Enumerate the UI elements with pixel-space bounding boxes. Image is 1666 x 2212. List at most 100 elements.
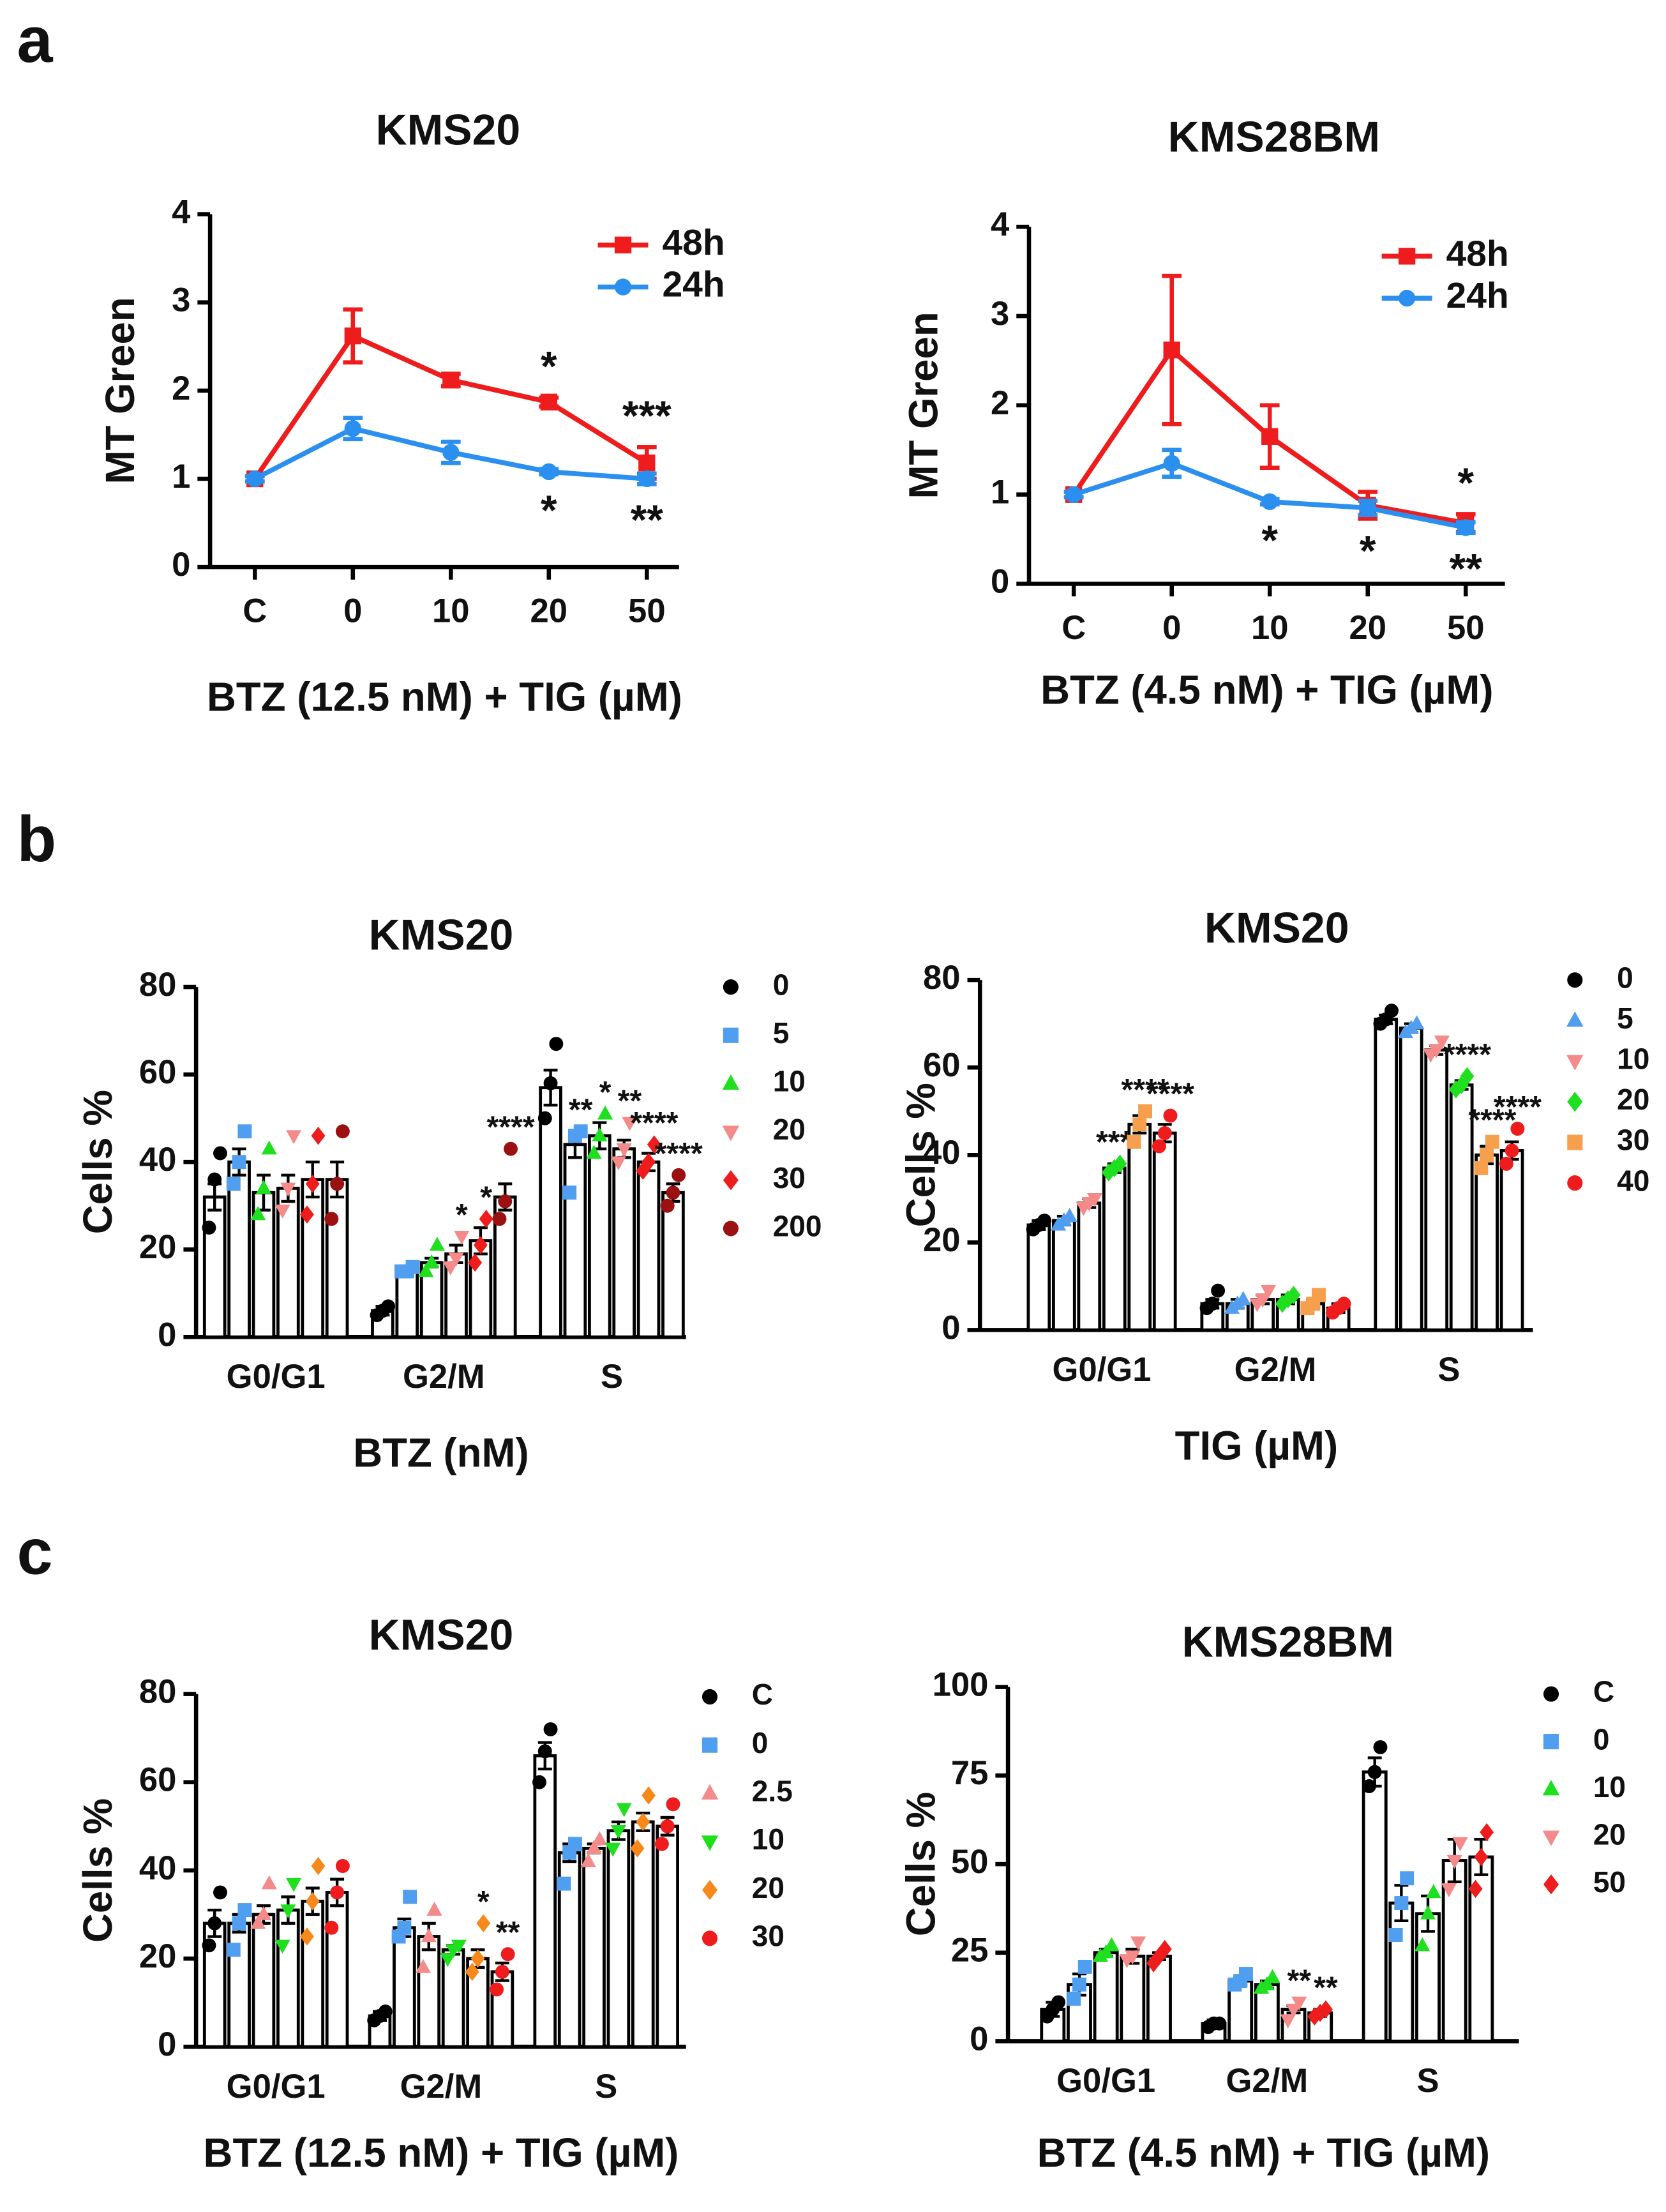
bar: [417, 1935, 441, 2049]
marker: [468, 1253, 483, 1272]
marker: [549, 1037, 564, 1051]
legend-label: 24h: [1446, 275, 1509, 316]
marker: [1457, 519, 1475, 536]
x-tick-label: 0: [343, 592, 362, 629]
x-tick-label: S: [601, 1358, 623, 1396]
significance-label: **: [631, 496, 664, 543]
legend-label: 0: [1617, 961, 1633, 994]
significance-label: *: [1261, 516, 1278, 564]
marker: [638, 454, 656, 472]
bar: [1374, 1018, 1399, 1332]
marker: [1280, 2014, 1296, 2029]
marker: [397, 1920, 412, 1935]
marker: [666, 1797, 680, 1812]
marker: [1291, 1996, 1307, 2011]
significance-label: ****: [655, 1136, 703, 1171]
significance-label: ****: [1494, 1090, 1542, 1124]
marker: [1400, 1871, 1415, 1886]
bar: [301, 1899, 325, 2049]
marker: [1312, 1288, 1326, 1302]
y-tick-label: 0: [991, 562, 1009, 600]
significance-label: *: [477, 1885, 490, 1919]
marker: [1446, 1855, 1462, 1869]
significance-label: ****: [1146, 1077, 1194, 1111]
marker: [344, 420, 361, 437]
marker: [1211, 1283, 1226, 1298]
bar: [325, 1891, 349, 2049]
y-tick-label: 4: [991, 206, 1009, 243]
marker: [1566, 1055, 1584, 1071]
marker: [1567, 1175, 1583, 1191]
marker: [723, 979, 739, 995]
marker: [232, 1916, 246, 1930]
x-tick-label: G0/G1: [227, 2068, 326, 2105]
bar: [612, 1147, 636, 1339]
marker: [702, 1689, 718, 1705]
marker: [702, 1737, 718, 1753]
marker: [274, 1204, 290, 1219]
marker: [592, 1831, 608, 1846]
marker: [490, 1982, 504, 1997]
x-axis-label: BTZ (4.5 nM) + TIG (µM): [1037, 2130, 1490, 2176]
y-axis-label: Cells %: [898, 1083, 943, 1227]
marker: [202, 1938, 216, 1953]
marker: [586, 1840, 602, 1855]
marker: [597, 1105, 613, 1120]
marker: [1398, 248, 1416, 265]
significance-label: ****: [487, 1110, 535, 1145]
marker: [403, 1890, 417, 1904]
marker: [1157, 1126, 1172, 1140]
legend-label: 50: [1593, 1865, 1626, 1899]
marker: [1104, 1937, 1120, 1952]
legend-label: 10: [1593, 1770, 1626, 1803]
marker: [1212, 2016, 1227, 2031]
marker: [202, 1221, 216, 1235]
x-axis-label: TIG (µM): [1175, 1424, 1339, 1469]
marker: [592, 1127, 608, 1141]
marker: [1062, 1208, 1077, 1222]
marker: [1480, 1823, 1494, 1842]
marker: [311, 1126, 326, 1145]
x-tick-label: G0/G1: [227, 1358, 326, 1396]
marker: [537, 1111, 552, 1125]
marker: [426, 1901, 442, 1916]
bar: [1093, 1951, 1119, 2043]
panel-label: b: [17, 804, 56, 875]
marker: [1307, 2007, 1322, 2026]
marker: [1163, 342, 1180, 359]
marker: [330, 1885, 345, 1900]
legend-label: C: [1593, 1675, 1614, 1708]
marker: [1077, 1959, 1092, 1974]
marker: [1098, 1944, 1114, 1959]
chart-title: KMS20: [1204, 903, 1349, 952]
marker: [1051, 1995, 1066, 2010]
marker: [1163, 1108, 1178, 1123]
marker: [207, 1172, 222, 1187]
chart-title: KMS28BM: [1182, 1618, 1394, 1666]
legend-label: 0: [773, 968, 790, 1001]
marker: [1542, 1780, 1560, 1796]
y-tick-label: 60: [139, 1761, 177, 1799]
legend-label: 0: [1593, 1722, 1610, 1756]
y-axis-label: Cells %: [898, 1792, 943, 1936]
marker: [614, 278, 632, 296]
marker: [723, 1170, 739, 1191]
marker: [305, 1892, 320, 1911]
marker: [237, 1903, 252, 1918]
y-tick-label: 25: [951, 1932, 989, 1969]
marker: [1037, 1214, 1052, 1228]
marker: [213, 1885, 227, 1900]
marker: [335, 1859, 350, 1873]
bar: [1146, 1954, 1172, 2043]
marker: [476, 1914, 491, 1933]
significance-label: *: [480, 1180, 492, 1214]
marker: [540, 463, 557, 481]
bar: [1120, 1954, 1146, 2043]
marker: [1474, 1161, 1489, 1175]
marker: [1567, 972, 1583, 988]
marker: [580, 1853, 596, 1867]
panel-label: a: [17, 4, 53, 76]
marker: [660, 1198, 675, 1213]
bar: [582, 1846, 606, 2049]
marker: [448, 1253, 464, 1267]
